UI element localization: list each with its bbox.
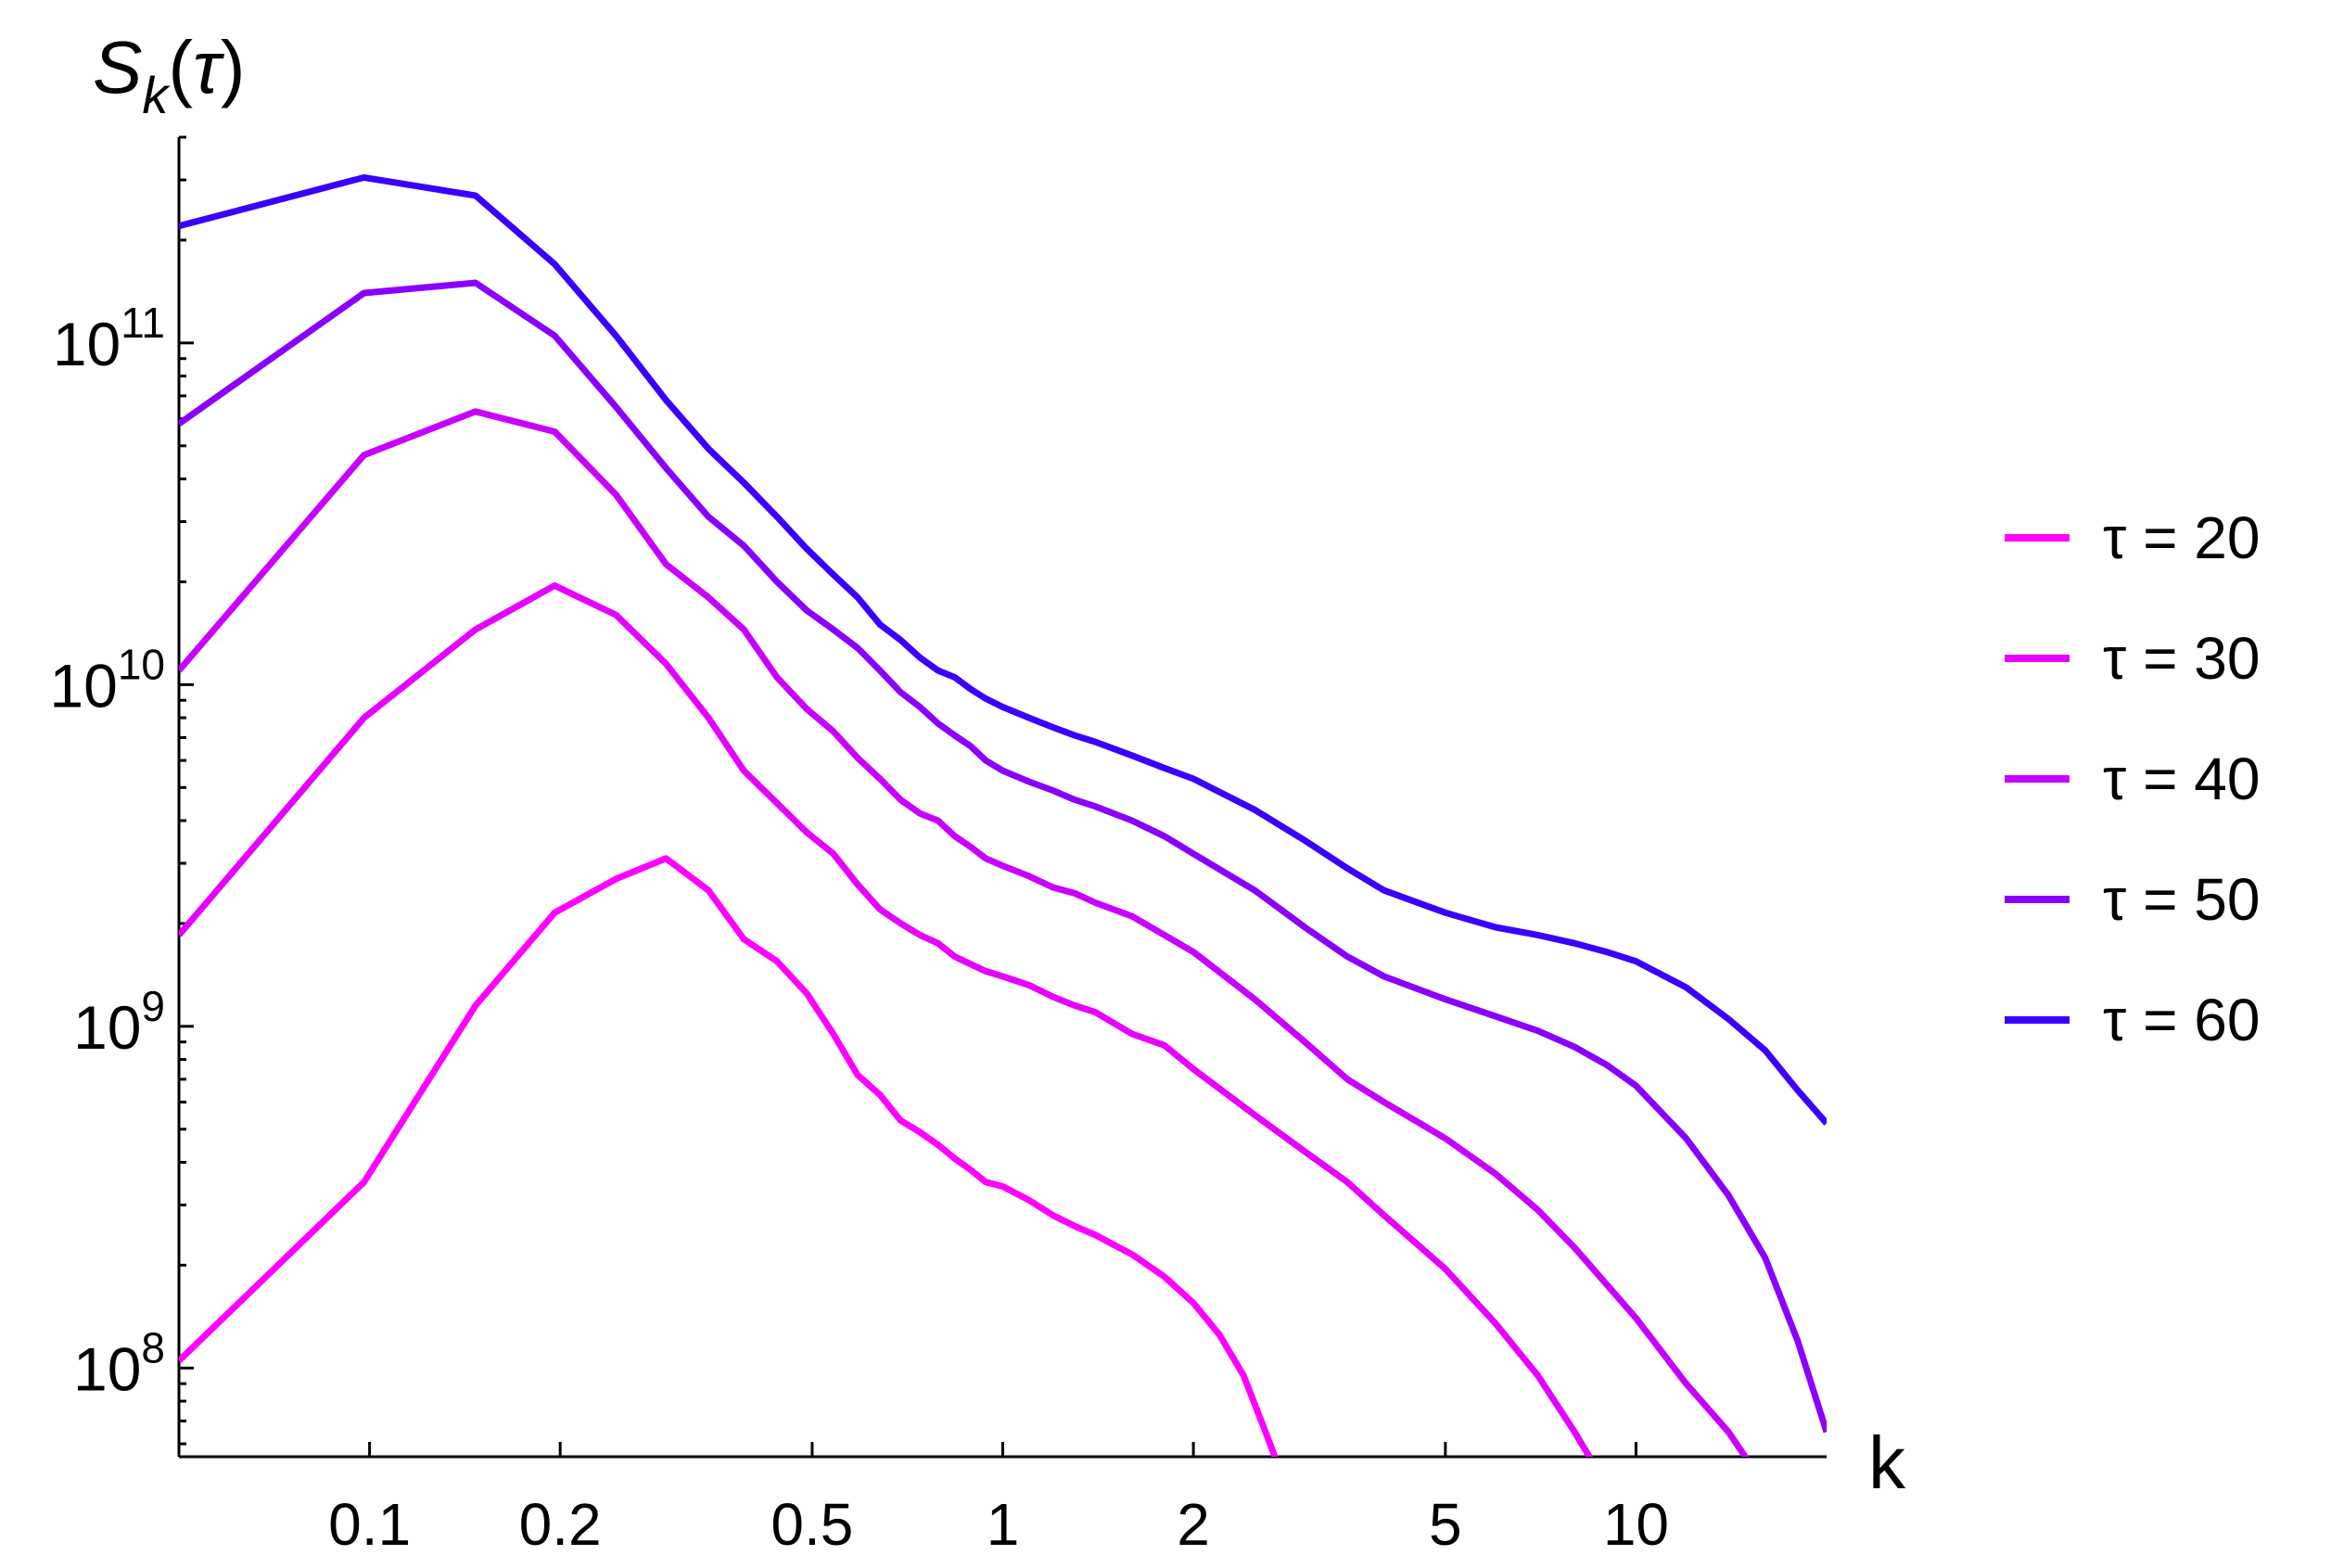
legend-label: τ = 50 (2103, 866, 2260, 933)
series-line-2 (179, 582, 1594, 1457)
x-tick-label: 1 (987, 1491, 1020, 1558)
series-line-4 (179, 279, 1827, 1434)
y-ticks: 108 109 1010 1011 (49, 135, 194, 1446)
series-line-3 (179, 408, 1750, 1457)
y-tick-label: 108 (73, 1323, 165, 1403)
legend-label: τ = 30 (2103, 625, 2260, 692)
legend-label: τ = 20 (2103, 504, 2260, 571)
y-tick-label: 109 (73, 982, 165, 1062)
x-axis-title: k (1868, 1421, 1906, 1504)
series-line-5 (179, 173, 1827, 1126)
x-tick-label: 0.1 (328, 1491, 411, 1558)
series-line-1 (179, 855, 1279, 1457)
x-tick-label: 2 (1177, 1491, 1210, 1558)
y-tick-label: 1010 (49, 640, 165, 720)
x-tick-label: 10 (1603, 1491, 1669, 1558)
series-group (179, 173, 1827, 1457)
legend-label: τ = 40 (2103, 746, 2260, 812)
y-tick-label: 1011 (53, 299, 165, 378)
legend: τ = 20 τ = 30 τ = 40 τ = 50 τ = 60 (2005, 504, 2260, 1053)
x-ticks: 0.1 0.2 0.5 1 2 5 10 (328, 1442, 1669, 1558)
x-tick-label: 0.5 (771, 1491, 853, 1558)
legend-label: τ = 60 (2103, 987, 2260, 1053)
x-tick-label: 0.2 (519, 1491, 602, 1558)
y-axis-title: Sk(τ) (93, 26, 246, 124)
x-tick-label: 5 (1429, 1491, 1462, 1558)
